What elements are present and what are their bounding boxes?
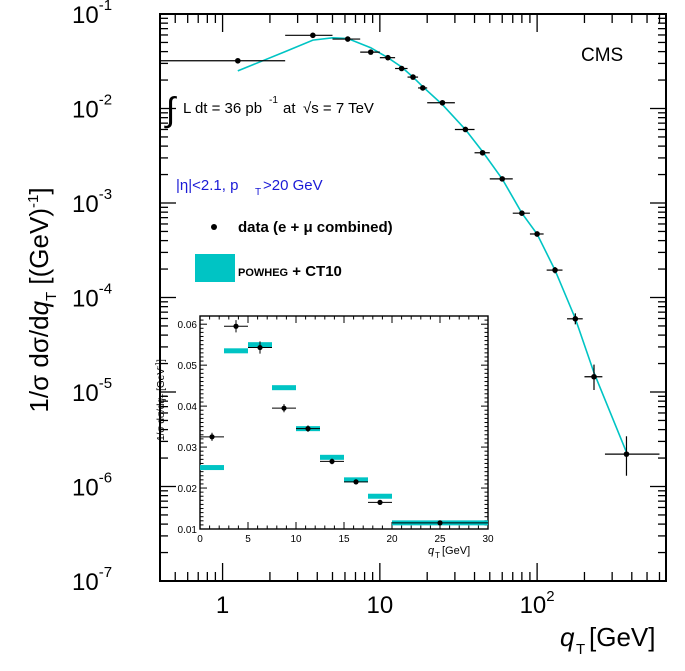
data-point-11 xyxy=(474,149,490,156)
inset-tick-labels: 0 5 10 15 20 25 30 0.01 0.02 0.03 0.04 0.05 0.06 xyxy=(178,320,494,545)
inset-x-tick-label: 30 xyxy=(482,534,494,545)
selection-label: |η|<2.1, p T >20 GeV xyxy=(176,177,323,198)
inset-mc-bin-8 xyxy=(368,493,392,499)
inset-y-tick-label: 0.04 xyxy=(178,402,198,413)
data-point-12 xyxy=(489,176,513,182)
inset-x-tick-label: 15 xyxy=(338,534,350,545)
inset-mc-bin-6 xyxy=(320,454,344,460)
inset-data-point-9 xyxy=(392,520,488,526)
inset-plot: 0 5 10 15 20 25 30 0.01 0.02 0.03 0.04 0.05 0.06 q T… xyxy=(155,315,494,560)
data-point-15 xyxy=(546,267,563,274)
svg-text:q: q xyxy=(560,622,575,652)
data-point-1 xyxy=(160,57,286,64)
x-tick-label: 10 xyxy=(366,592,393,619)
inset-y-tick-label: 0.01 xyxy=(178,525,198,536)
data-point-2 xyxy=(285,32,333,39)
svg-text:[GeV]: [GeV] xyxy=(442,545,470,557)
inset-x-tick-label: 10 xyxy=(290,534,302,545)
data-point-13 xyxy=(512,210,530,216)
svg-text:at: at xyxy=(283,100,296,117)
inset-data-point-2 xyxy=(224,320,248,333)
data-point-17 xyxy=(584,364,603,390)
svg-text:∫: ∫ xyxy=(164,91,177,129)
svg-text:1/σ dσ/dqT [GeV-1]: 1/σ dσ/dqT [GeV-1] xyxy=(155,359,169,441)
data-point-7 xyxy=(407,74,419,80)
svg-text:T: T xyxy=(435,551,440,560)
inset-x-tick-label: 25 xyxy=(434,534,446,545)
inset-series-data xyxy=(200,320,488,526)
inset-frame xyxy=(199,315,489,530)
svg-text:data (e + μ combined): data (e + μ combined) xyxy=(238,219,393,236)
inset-mc-bin-4 xyxy=(272,385,296,391)
legend-entry-powheg: POWHEG + CT10 xyxy=(195,254,342,282)
inset-x-tick-label: 0 xyxy=(197,534,203,545)
data-point-6 xyxy=(395,65,408,72)
inset-x-tick-label: 20 xyxy=(386,534,398,545)
experiment-label: CMS xyxy=(581,45,623,66)
inset-data-point-3 xyxy=(248,341,272,354)
svg-text:√s = 7 TeV: √s = 7 TeV xyxy=(303,100,374,117)
svg-text:1/σ dσ/dqT [(GeV)-1]: 1/σ dσ/dqT [(GeV)-1] xyxy=(24,187,60,412)
data-point-5 xyxy=(379,54,396,61)
inset-data-point-5 xyxy=(296,425,320,432)
luminosity-label: ∫ L dt = 36 pb -1 at √s = 7 TeV xyxy=(164,91,374,129)
data-point-16 xyxy=(567,313,583,325)
inset-data-point-7 xyxy=(344,479,368,485)
series-data-points xyxy=(160,32,660,476)
inset-y-tick-label: 0.02 xyxy=(178,484,198,495)
inset-data-point-1 xyxy=(200,432,224,441)
svg-text:>20 GeV: >20 GeV xyxy=(263,177,323,194)
data-point-9 xyxy=(427,99,455,106)
inset-data-point-4 xyxy=(272,404,296,413)
inset-axis-ticks xyxy=(199,315,489,530)
data-point-10 xyxy=(454,126,475,133)
data-point-4 xyxy=(360,49,380,55)
legend: data (e + μ combined) POWHEG + CT10 xyxy=(195,219,393,282)
inset-y-axis-title: 1/σ dσ/dqT [GeV-1] xyxy=(155,359,169,441)
inset-x-tick-label: 5 xyxy=(245,534,251,545)
inset-x-axis-title: q T [GeV] xyxy=(428,545,470,560)
svg-text:L dt = 36 pb: L dt = 36 pb xyxy=(183,100,262,117)
inset-y-tick-label: 0.03 xyxy=(178,443,198,454)
svg-text:[GeV]: [GeV] xyxy=(589,622,655,652)
data-point-8 xyxy=(418,85,428,91)
x-axis-title: q T [GeV] xyxy=(560,622,655,658)
main-axis-ticks xyxy=(159,13,666,582)
y-axis-title: 1/σ dσ/dqT [(GeV)-1] xyxy=(24,187,60,412)
svg-text:T: T xyxy=(255,187,261,198)
data-point-18 xyxy=(604,436,660,476)
inset-data-point-8 xyxy=(368,499,392,505)
x-tick-label: 1 xyxy=(216,592,229,619)
inset-data-point-6 xyxy=(320,458,344,465)
data-point-3 xyxy=(332,36,361,42)
svg-text:T: T xyxy=(576,641,585,658)
svg-text:q: q xyxy=(428,545,435,557)
y-tick-label: 10-2 xyxy=(72,92,112,124)
svg-text:|η|<2.1, p: |η|<2.1, p xyxy=(176,177,238,194)
svg-text:POWHEG + CT10: POWHEG + CT10 xyxy=(238,263,342,280)
inset-mc-bin-1 xyxy=(200,465,224,471)
legend-entry-data: data (e + μ combined) xyxy=(211,219,393,236)
data-point-14 xyxy=(529,231,544,237)
series-powheg-curve xyxy=(237,36,628,453)
inset-y-tick-label: 0.06 xyxy=(178,320,198,331)
inset-mc-bin-2 xyxy=(224,348,248,354)
inset-y-tick-label: 0.05 xyxy=(178,361,198,372)
svg-text:-1: -1 xyxy=(269,95,278,106)
